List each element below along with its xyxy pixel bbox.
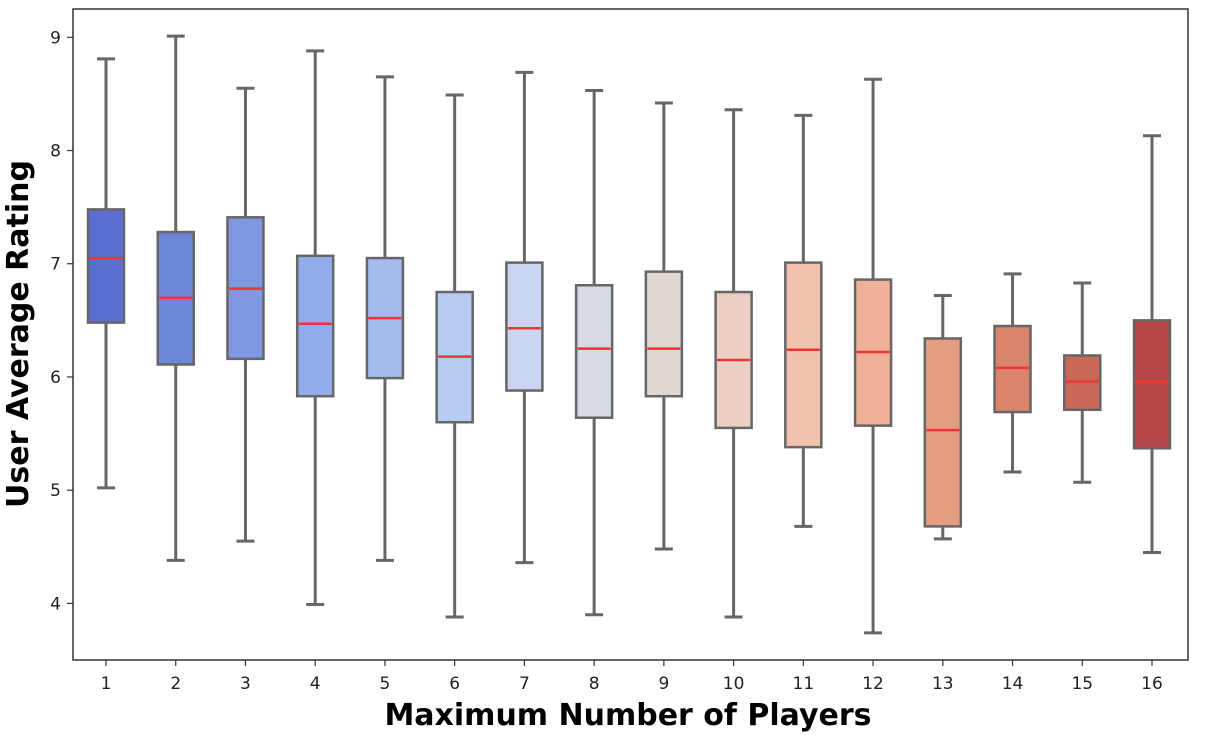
iqr-box (1132, 319, 1172, 450)
x-tick-label: 14 (1002, 674, 1024, 694)
y-tick-label: 7 (50, 255, 61, 275)
box-4 (295, 49, 335, 607)
x-tick-label: 6 (449, 674, 460, 694)
box-2 (156, 34, 195, 562)
iqr-box (86, 208, 126, 324)
y-axis-title: User Average Rating (1, 160, 36, 508)
box-3 (226, 86, 265, 543)
box-13 (923, 293, 963, 541)
x-tick-label: 11 (793, 674, 815, 694)
x-tick-label: 5 (380, 674, 391, 694)
y-tick-label: 5 (50, 481, 61, 501)
x-tick-label: 16 (1141, 674, 1163, 694)
x-tick-label: 13 (932, 674, 954, 694)
x-tick-label: 2 (170, 674, 181, 694)
box-16 (1132, 134, 1172, 554)
box-7 (505, 70, 544, 565)
y-tick-label: 9 (50, 28, 61, 48)
x-tick-label: 12 (862, 674, 884, 694)
box-15 (1063, 281, 1102, 484)
y-tick-label: 8 (50, 142, 61, 162)
iqr-box (505, 261, 544, 392)
box-1 (86, 57, 126, 490)
y-tick-label: 6 (50, 368, 61, 388)
x-axis: 1 2 3 4 5 6 7 8 9 10 11 12 13 14 15 16 (101, 660, 1163, 694)
x-tick-label: 4 (310, 674, 321, 694)
box-10 (714, 108, 753, 619)
x-tick-label: 1 (101, 674, 112, 694)
x-tick-label: 15 (1071, 674, 1093, 694)
x-tick-label: 10 (723, 674, 745, 694)
plot-area (86, 34, 1172, 635)
iqr-box (923, 337, 963, 528)
iqr-box (574, 284, 614, 419)
x-tick-label: 3 (240, 674, 251, 694)
iqr-box (295, 254, 335, 398)
box-5 (365, 75, 405, 562)
box-8 (574, 89, 614, 617)
x-tick-label: 8 (589, 674, 600, 694)
iqr-box (784, 261, 823, 449)
y-tick-label: 4 (50, 594, 61, 614)
plot-frame (72, 8, 1189, 661)
box-6 (435, 93, 474, 619)
box-12 (853, 77, 893, 635)
box-11 (784, 113, 823, 528)
box-9 (644, 101, 684, 551)
iqr-box (644, 270, 684, 398)
x-tick-label: 7 (519, 674, 530, 694)
x-axis-title: Maximum Number of Players (384, 698, 871, 733)
box-14 (993, 272, 1032, 474)
x-tick-label: 9 (658, 674, 669, 694)
y-axis: 4 5 6 7 8 9 (50, 28, 73, 614)
